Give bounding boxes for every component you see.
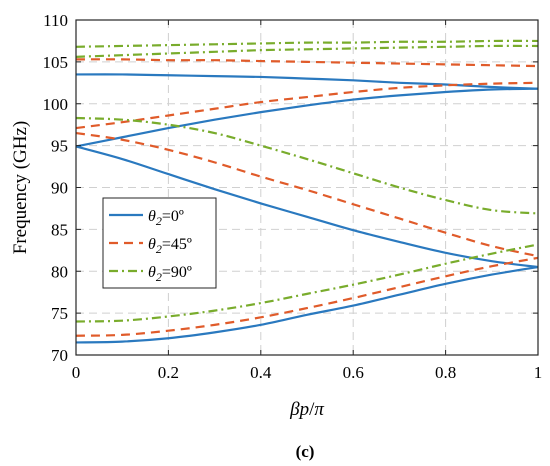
legend-label-part: θ xyxy=(148,208,156,225)
x-tick-label: 0.4 xyxy=(250,363,272,382)
y-tick-label: 85 xyxy=(51,220,68,239)
ticks: 0 0.2 0.4 0.6 0.8 1 70 75 80 85 90 95 100 105 110 xyxy=(43,11,543,382)
legend-box xyxy=(102,197,217,289)
legend-label-part: =0º xyxy=(162,208,184,225)
series-layer xyxy=(75,39,539,344)
x-tick-label: 0.6 xyxy=(343,363,364,382)
legend-label-part: θ xyxy=(148,264,156,281)
series-line xyxy=(75,81,539,130)
y-tick-label: 80 xyxy=(51,262,68,281)
legend-label: θ2=45º xyxy=(148,236,192,256)
series-0 xyxy=(75,73,539,344)
x-tick-label: 0.8 xyxy=(435,363,456,382)
x-tick-label: 0.2 xyxy=(158,363,179,382)
legend-label: θ2=90º xyxy=(148,264,192,284)
legend-label-part: 2 xyxy=(156,270,162,284)
y-tick-label: 100 xyxy=(43,95,69,114)
y-tick-label: 105 xyxy=(43,53,69,72)
x-axis-label-part: βp xyxy=(289,399,309,420)
grid xyxy=(76,20,538,355)
legend-label-part: =90º xyxy=(162,264,192,281)
y-tick-label: 75 xyxy=(51,304,68,323)
series-line xyxy=(75,44,539,58)
series-line xyxy=(75,58,539,68)
series-line xyxy=(75,243,539,323)
legend-label: θ2=0º xyxy=(148,208,184,228)
legend-label-part: 2 xyxy=(156,214,162,228)
series-line xyxy=(75,39,539,48)
series-line xyxy=(75,131,539,258)
y-tick-label: 70 xyxy=(51,346,68,365)
y-tick-label: 90 xyxy=(51,179,68,198)
x-tick-label: 0 xyxy=(72,363,81,382)
series-line xyxy=(75,116,539,215)
series-line xyxy=(75,73,539,90)
series-line xyxy=(75,256,539,337)
x-axis-label: βp/π xyxy=(289,399,324,420)
y-axis-label: Frequency (GHz) xyxy=(10,121,31,254)
series-line xyxy=(75,265,539,344)
x-axis-label-part: π xyxy=(314,399,324,420)
series-line xyxy=(75,145,539,269)
legend-label-part: =45º xyxy=(162,236,192,253)
figure-caption: (c) xyxy=(296,442,315,461)
series-2 xyxy=(75,39,539,323)
y-tick-label: 110 xyxy=(43,11,68,30)
series-line xyxy=(75,87,539,148)
x-tick-label: 1 xyxy=(534,363,543,382)
legend-label-part: θ xyxy=(148,236,156,253)
x-axis-label-part: / xyxy=(309,399,315,420)
legend-label-part: 2 xyxy=(156,242,162,256)
series-1 xyxy=(75,58,539,337)
y-tick-label: 95 xyxy=(51,137,68,156)
